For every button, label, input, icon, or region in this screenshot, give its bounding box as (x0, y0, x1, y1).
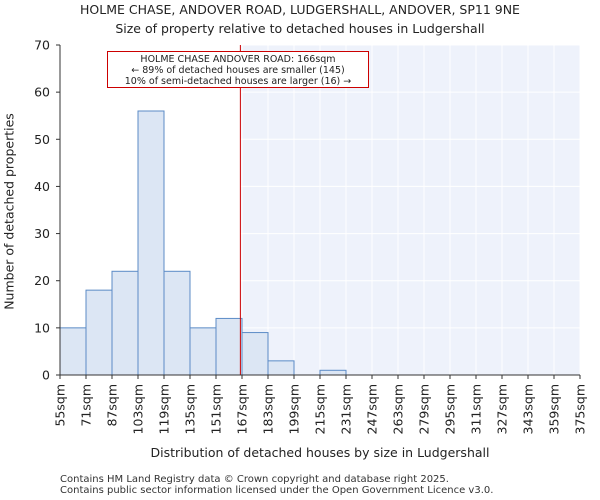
y-axis-label: Number of detached properties (1, 113, 17, 310)
x-tick-label: 343sqm (521, 384, 536, 434)
highlight-region (240, 45, 580, 375)
x-tick-label: 215sqm (313, 384, 328, 434)
property-annotation-box: HOLME CHASE ANDOVER ROAD: 166sqm ← 89% o… (107, 51, 369, 88)
y-tick-label: 0 (42, 368, 50, 383)
chart-subtitle: Size of property relative to detached ho… (115, 21, 485, 36)
x-tick-label: 311sqm (469, 384, 484, 434)
x-tick-label: 359sqm (547, 384, 562, 434)
y-tick-label: 50 (34, 132, 50, 147)
histogram-bar (85, 289, 113, 376)
x-tick-label: 135sqm (183, 384, 198, 434)
annotation-line-3: 10% of semi-detached houses are larger (… (124, 76, 352, 87)
y-tick-label: 30 (34, 226, 50, 241)
x-tick-label: 327sqm (495, 384, 510, 434)
x-tick-label: 375sqm (573, 384, 588, 434)
y-tick-label: 40 (34, 179, 50, 194)
histogram-bar (241, 332, 269, 376)
annotation-line-1: HOLME CHASE ANDOVER ROAD: 166sqm (140, 54, 336, 65)
x-tick-label: 151sqm (209, 384, 224, 434)
footer-licence: Contains public sector information licen… (60, 485, 494, 496)
histogram-bar (137, 110, 165, 376)
x-tick-label: 183sqm (261, 384, 276, 434)
x-tick-label: 279sqm (417, 384, 432, 434)
x-tick-label: 71sqm (79, 384, 94, 427)
histogram-bar (59, 327, 87, 376)
x-tick-label: 231sqm (339, 384, 354, 434)
x-tick-label: 199sqm (287, 384, 302, 434)
x-tick-label: 103sqm (131, 384, 146, 434)
x-tick-label: 55sqm (53, 384, 68, 427)
x-tick-label: 247sqm (365, 384, 380, 434)
histogram-bar (111, 270, 139, 376)
histogram-bar (215, 317, 243, 376)
y-tick-label: 70 (34, 38, 50, 53)
histogram-bar (163, 270, 191, 376)
footer-copyright: Contains HM Land Registry data © Crown c… (60, 474, 449, 485)
x-tick-label: 263sqm (391, 384, 406, 434)
annotation-line-2: ← 89% of detached houses are smaller (14… (131, 65, 345, 76)
chart-title: HOLME CHASE, ANDOVER ROAD, LUDGERSHALL, … (80, 2, 520, 17)
histogram-bar (189, 327, 217, 376)
x-tick-label: 295sqm (443, 384, 458, 434)
x-tick-label: 167sqm (235, 384, 250, 434)
x-axis-label: Distribution of detached houses by size … (150, 445, 490, 460)
histogram-bar (267, 360, 295, 376)
y-tick-label: 20 (34, 273, 50, 288)
x-tick-label: 119sqm (157, 384, 172, 434)
y-tick-label: 60 (34, 85, 50, 100)
y-tick-label: 10 (34, 320, 50, 335)
x-tick-label: 87sqm (105, 384, 120, 427)
histogram-bar (319, 369, 347, 376)
